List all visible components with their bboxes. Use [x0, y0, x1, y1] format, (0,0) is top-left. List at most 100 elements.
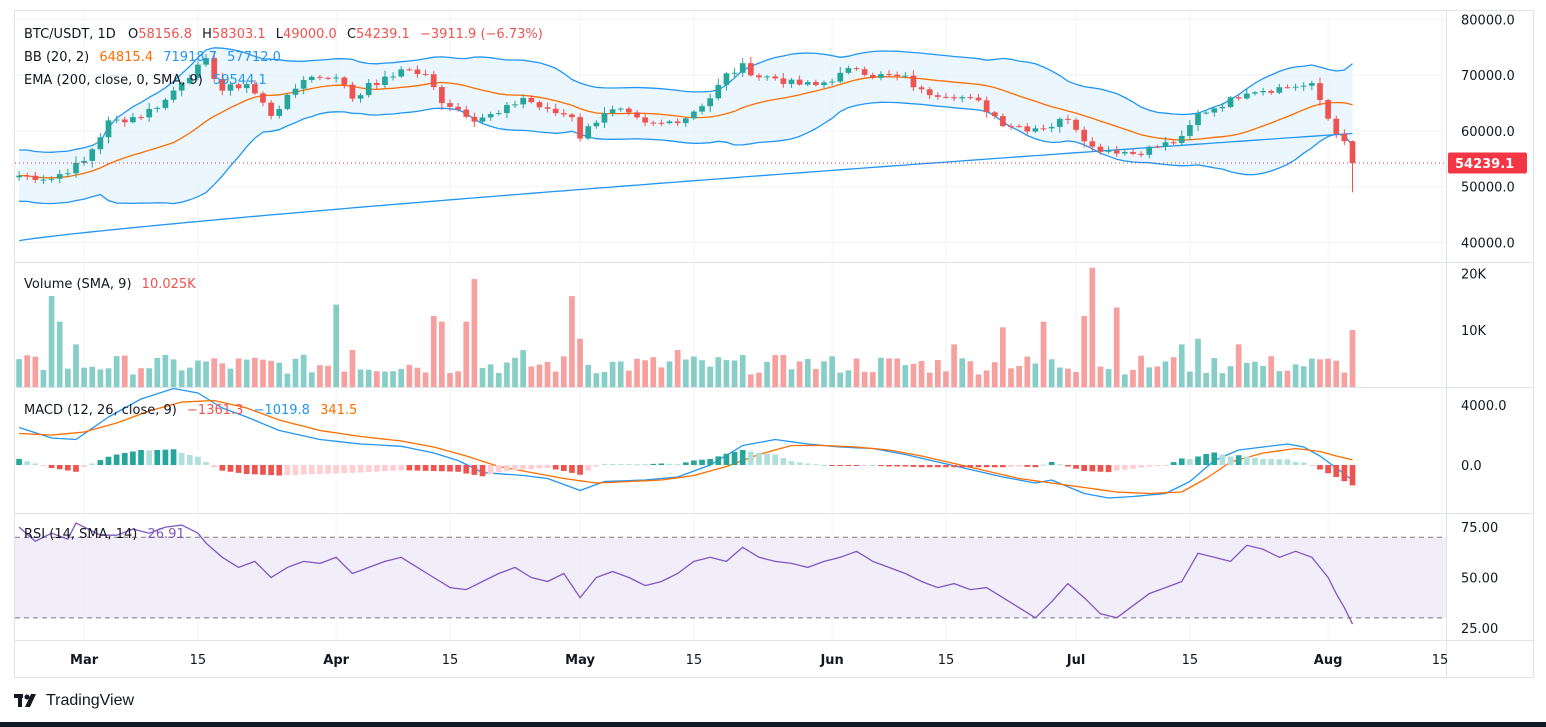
volume-bar — [146, 368, 153, 387]
macd-histogram-bar — [325, 465, 331, 474]
candle-body — [1333, 118, 1340, 134]
candle-body — [1097, 146, 1104, 152]
bb-legend-basis: 64815.4 — [99, 50, 153, 65]
macd-histogram-bar — [747, 451, 754, 465]
volume-bar — [105, 368, 112, 387]
volume-bar — [1024, 356, 1031, 387]
candle-body — [1276, 87, 1283, 93]
volume-bar — [1325, 358, 1331, 387]
macd-histogram-bar — [398, 465, 405, 471]
price-axis-label: 50000.0 — [1461, 181, 1515, 196]
macd-histogram-bar — [837, 465, 844, 466]
candle-body — [1341, 133, 1348, 142]
macd-histogram-bar — [284, 465, 291, 476]
macd-histogram-bar — [674, 464, 681, 466]
candle-body — [829, 81, 835, 83]
volume-bar — [715, 357, 722, 387]
macd-histogram-bar — [1195, 456, 1201, 465]
volume-bar — [918, 361, 925, 387]
macd-histogram-bar — [691, 460, 697, 465]
macd-histogram-bar — [1113, 465, 1120, 471]
macd-signal-line — [19, 399, 1353, 495]
macd-histogram-bar — [1073, 465, 1079, 469]
candle-body — [455, 106, 461, 110]
volume-bar — [1048, 359, 1055, 387]
volume-bar — [829, 356, 835, 387]
macd-histogram-bar — [902, 465, 909, 467]
volume-bar — [495, 372, 502, 387]
volume-bar — [544, 361, 551, 387]
volume-bar — [219, 363, 226, 387]
volume-bar — [780, 354, 787, 387]
volume-bar — [56, 321, 63, 387]
candle-body — [24, 175, 31, 177]
volume-bar — [414, 367, 421, 387]
candle-body — [577, 117, 583, 139]
volume-bar — [487, 364, 494, 387]
candle-body — [1211, 108, 1218, 113]
macd-histogram-bar — [951, 465, 957, 468]
candle-body — [1178, 135, 1185, 143]
macd-histogram-bar — [1308, 465, 1315, 466]
macd-histogram-bar — [536, 465, 543, 469]
rsi-axis-label: 50.00 — [1461, 572, 1498, 587]
candle-body — [552, 108, 559, 114]
volume-bar — [967, 361, 974, 387]
macd-histogram-bar — [1097, 465, 1104, 472]
candle-body — [1113, 150, 1120, 154]
candle-body — [243, 84, 250, 89]
candle-body — [1121, 152, 1128, 154]
macd-histogram-bar — [455, 465, 461, 472]
macd-histogram-bar — [227, 465, 234, 472]
candle-body — [56, 174, 63, 179]
macd-histogram-bar — [24, 461, 31, 465]
macd-histogram-bar — [1040, 464, 1047, 466]
volume-bar — [1154, 366, 1161, 387]
volume-bar — [634, 358, 640, 387]
macd-histogram-bar — [682, 462, 689, 465]
volume-bar — [772, 355, 779, 387]
volume-bar — [536, 364, 543, 387]
candle-body — [73, 162, 79, 174]
volume-bar — [1317, 359, 1323, 387]
tradingview-brand[interactable]: TradingView — [46, 692, 135, 709]
macd-histogram-bar — [430, 465, 437, 471]
candle-body — [869, 74, 876, 78]
candle-body — [495, 113, 502, 115]
volume-bar — [512, 357, 518, 387]
candle-body — [414, 69, 421, 75]
macd-histogram-bar — [495, 465, 502, 473]
candle-body — [1300, 85, 1307, 87]
macd-histogram-bar — [910, 465, 917, 467]
candle-body — [1219, 107, 1226, 109]
volume-bar — [447, 373, 453, 387]
volume-bar — [723, 360, 730, 387]
candle-body — [821, 82, 827, 86]
candle-body — [504, 105, 510, 114]
volume-bar — [1341, 372, 1348, 387]
macd-histogram-bar — [1008, 465, 1014, 467]
macd-histogram-bar — [130, 451, 136, 465]
candle-body — [788, 79, 795, 84]
macd-histogram-bar — [16, 459, 22, 465]
macd-line — [18, 387, 1353, 499]
volume-axis-label: 20K — [1461, 267, 1487, 282]
candle-body — [975, 97, 982, 101]
macd-histogram-bar — [1089, 465, 1096, 472]
volume-bar — [138, 368, 144, 387]
macd-histogram-bar — [715, 456, 722, 465]
macd-histogram-bar — [178, 453, 185, 465]
macd-histogram-bar — [943, 465, 949, 468]
bollinger-lower-line — [19, 101, 1354, 205]
candle-body — [528, 97, 535, 103]
volume-bar — [569, 296, 575, 387]
macd-histogram-bar — [504, 465, 510, 472]
legend-open-label: O — [128, 27, 138, 42]
candle-body — [40, 179, 47, 181]
macd-histogram-bar — [1325, 465, 1331, 474]
volume-bar — [1243, 362, 1250, 387]
macd-histogram-bar — [1219, 454, 1226, 465]
volume-bar — [837, 372, 844, 387]
volume-bar — [853, 358, 860, 387]
candle-body — [373, 82, 380, 85]
